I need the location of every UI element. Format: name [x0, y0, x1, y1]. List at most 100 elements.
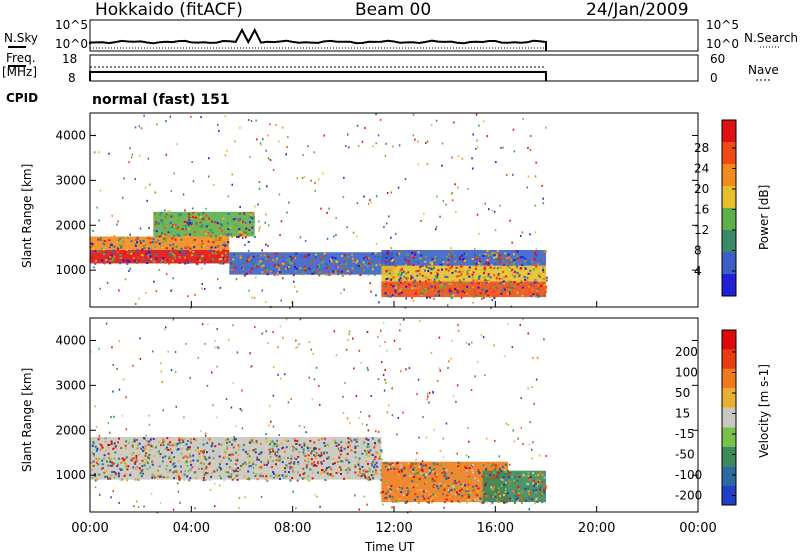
- power-speckle: [531, 263, 533, 266]
- power-echo: [160, 211, 163, 214]
- power-echo: [482, 120, 485, 123]
- velocity-speckle: [180, 473, 183, 476]
- velocity-echo: [278, 434, 280, 436]
- power-speckle: [545, 285, 548, 288]
- power-colorbar-tick-label: 16: [694, 203, 709, 217]
- velocity-speckle: [135, 459, 138, 462]
- velocity-echo: [416, 452, 418, 455]
- velocity-speckle: [389, 467, 392, 470]
- velocity-speckle: [374, 442, 376, 444]
- velocity-echo: [469, 498, 471, 501]
- power-echo: [363, 195, 365, 198]
- velocity-speckle: [271, 447, 274, 450]
- velocity-speckle: [449, 495, 452, 498]
- velocity-speckle: [272, 444, 275, 447]
- velocity-echo: [249, 352, 251, 355]
- velocity-echo: [308, 376, 310, 379]
- power-speckle: [188, 221, 191, 224]
- power-speckle: [142, 258, 145, 261]
- velocity-echo: [279, 325, 282, 328]
- velocity-speckle: [112, 462, 114, 465]
- velocity-echo: [535, 378, 538, 381]
- velocity-speckle: [483, 492, 486, 495]
- power-echo: [294, 285, 296, 288]
- power-speckle: [199, 254, 202, 257]
- power-speckle: [199, 243, 202, 246]
- power-speckle: [493, 297, 496, 299]
- power-speckle: [384, 292, 387, 295]
- power-speckle: [541, 267, 544, 270]
- power-echo: [251, 231, 254, 234]
- velocity-speckle: [256, 456, 259, 459]
- power-echo: [222, 261, 224, 264]
- power-echo: [244, 244, 246, 246]
- power-speckle: [148, 251, 151, 254]
- power-echo: [436, 195, 438, 198]
- velocity-speckle: [127, 465, 130, 468]
- power-speckle: [149, 241, 152, 244]
- power-speckle: [426, 287, 429, 290]
- velocity-echo: [299, 318, 302, 321]
- power-speckle: [533, 251, 536, 254]
- velocity-speckle: [124, 473, 127, 476]
- velocity-speckle: [533, 479, 536, 482]
- power-speckle: [215, 239, 218, 242]
- power-speckle: [249, 213, 252, 216]
- power-echo: [509, 219, 511, 222]
- power-echo: [367, 274, 370, 277]
- power-speckle: [186, 221, 189, 224]
- power-speckle: [219, 235, 222, 237]
- power-echo: [138, 125, 141, 128]
- power-echo: [299, 236, 302, 239]
- velocity-echo: [219, 484, 221, 487]
- power-speckle: [199, 221, 202, 224]
- power-speckle: [147, 254, 150, 257]
- power-speckle: [154, 251, 157, 254]
- velocity-speckle: [504, 470, 507, 473]
- power-speckle: [407, 260, 410, 262]
- velocity-echo: [238, 506, 240, 509]
- power-speckle: [513, 270, 516, 273]
- power-speckle: [229, 226, 232, 229]
- velocity-echo: [361, 422, 364, 425]
- power-speckle: [130, 240, 133, 243]
- power-speckle: [174, 249, 177, 252]
- power-speckle: [188, 213, 191, 216]
- power-speckle: [533, 295, 535, 298]
- power-speckle: [462, 263, 465, 265]
- velocity-echo: [319, 505, 321, 508]
- velocity-speckle: [521, 475, 524, 478]
- velocity-speckle: [126, 479, 128, 482]
- velocity-speckle: [357, 445, 359, 448]
- power-speckle: [94, 262, 97, 265]
- x-tick-label: 20:00: [578, 521, 615, 536]
- velocity-speckle: [509, 499, 511, 502]
- velocity-speckle: [372, 462, 375, 465]
- velocity-echo: [399, 370, 402, 373]
- power-speckle: [346, 270, 349, 272]
- velocity-speckle: [189, 460, 192, 463]
- x-tick-label: 08:00: [274, 521, 311, 536]
- velocity-speckle: [289, 479, 292, 482]
- velocity-speckle: [148, 453, 151, 456]
- power-speckle: [302, 273, 305, 276]
- velocity-speckle: [508, 480, 511, 483]
- velocity-speckle: [489, 473, 492, 476]
- power-speckle: [403, 275, 406, 278]
- velocity-speckle: [264, 478, 267, 481]
- power-speckle: [410, 277, 412, 280]
- velocity-echo: [358, 508, 360, 511]
- velocity-speckle: [355, 438, 358, 441]
- velocity-speckle: [218, 443, 221, 446]
- power-speckle: [523, 275, 526, 278]
- power-speckle: [242, 221, 245, 224]
- power-speckle: [433, 263, 436, 266]
- velocity-echo: [363, 495, 366, 498]
- power-speckle: [289, 260, 292, 263]
- velocity-speckle: [412, 476, 415, 478]
- power-echo: [285, 153, 287, 156]
- power-echo: [169, 115, 172, 118]
- velocity-speckle: [343, 447, 346, 450]
- velocity-speckle: [318, 454, 321, 457]
- velocity-speckle: [317, 462, 319, 465]
